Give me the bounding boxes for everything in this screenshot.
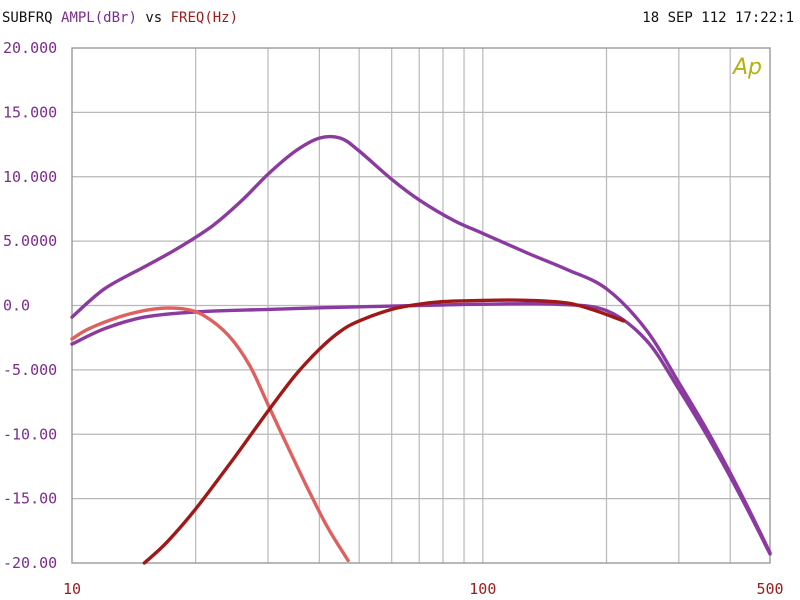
y-tick-label: -15.00 [3, 490, 57, 508]
x-tick-labels: 10 100 500 [63, 580, 784, 598]
y-tick-labels: 20.000 15.000 10.000 5.0000 0.0 -5.000 -10.00 -… [3, 39, 57, 572]
y-tick-label: 20.000 [3, 39, 57, 57]
x-tick-label: 10 [63, 580, 81, 598]
y-tick-label: 10.000 [3, 168, 57, 186]
chart-header: SUBFRQ AMPL(dBr) vs FREQ(Hz) 18 SEP 112 … [0, 0, 800, 40]
plot-border [71, 47, 771, 564]
series-lines [70, 134, 772, 565]
chart-title: SUBFRQ AMPL(dBr) vs FREQ(Hz) [2, 10, 238, 26]
series-line-3 [70, 306, 350, 563]
x-tick-label: 100 [469, 580, 496, 598]
series-line-4 [142, 298, 626, 565]
series-line-2 [70, 301, 772, 556]
y-tick-label: -5.000 [3, 361, 57, 379]
timestamp: 18 SEP 112 17:22:1 [642, 10, 794, 26]
plot-frame [71, 47, 771, 564]
ap-logo: Ap [731, 55, 762, 80]
series-line-1 [70, 134, 772, 555]
title-vs: vs [145, 10, 163, 26]
y-tick-label: 15.000 [3, 103, 57, 121]
y-tick-label: -10.00 [3, 425, 57, 443]
y-tick-label: -20.00 [3, 554, 57, 572]
grid [72, 48, 770, 563]
x-quantity-label: FREQ(Hz) [170, 10, 239, 26]
x-tick-label: 500 [756, 580, 783, 598]
title-prefix: SUBFRQ [2, 10, 53, 26]
y-quantity-label: AMPL(dBr) [61, 10, 137, 26]
y-tick-label: 5.0000 [3, 232, 57, 250]
y-tick-label: 0.0 [3, 297, 30, 315]
